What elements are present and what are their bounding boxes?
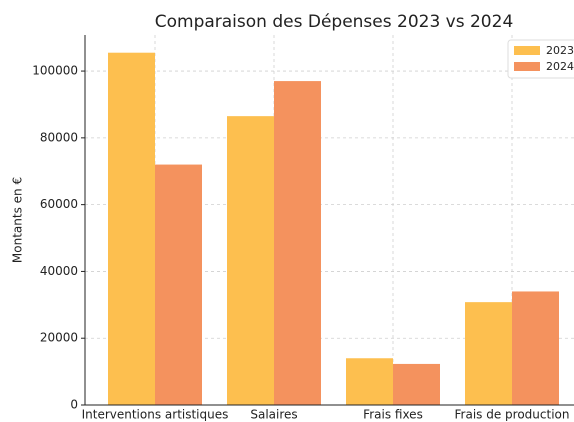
y-tick-label: 0 xyxy=(70,398,78,412)
x-tick-label: Frais fixes xyxy=(363,408,423,422)
bar xyxy=(155,164,202,405)
y-tick-label: 100000 xyxy=(32,64,78,78)
legend-swatch xyxy=(514,46,540,55)
y-tick-label: 60000 xyxy=(40,197,78,211)
bar xyxy=(512,291,559,405)
legend-label: 2024 xyxy=(546,60,574,73)
legend-label: 2023 xyxy=(546,44,574,57)
x-tick-label: Salaires xyxy=(250,408,297,422)
legend-swatch xyxy=(514,62,540,71)
bar xyxy=(108,52,155,406)
y-tick-label: 20000 xyxy=(40,331,78,345)
y-tick-label: 40000 xyxy=(40,264,78,278)
bar xyxy=(227,116,274,405)
bar xyxy=(465,302,512,405)
chart-title: Comparaison des Dépenses 2023 vs 2024 xyxy=(155,12,514,32)
bar xyxy=(346,358,393,405)
x-tick-label: Frais de production xyxy=(455,408,570,422)
bar xyxy=(274,81,321,405)
y-tick-label: 80000 xyxy=(40,130,78,144)
bar xyxy=(393,363,440,405)
y-axis-label: Montants en € xyxy=(11,177,25,263)
x-tick-label: Interventions artistiques xyxy=(82,408,229,422)
